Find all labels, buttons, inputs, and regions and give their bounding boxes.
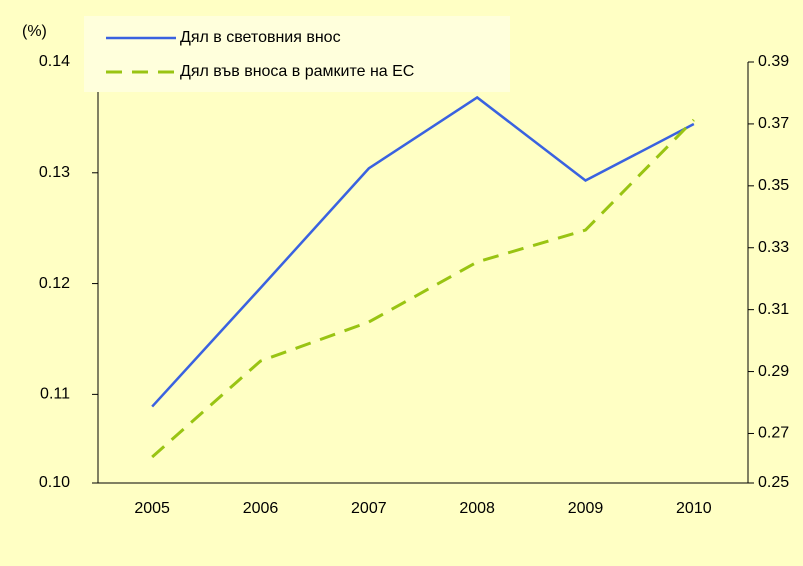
y2-tick-label: 0.33 <box>758 239 789 256</box>
legend-box <box>84 16 510 92</box>
y-tick-label: 0.11 <box>40 386 70 403</box>
x-tick-label: 2005 <box>134 500 170 517</box>
series-line <box>151 118 695 459</box>
legend-label: Дял в световния внос <box>180 29 341 46</box>
y2-tick-label: 0.35 <box>758 177 789 194</box>
y2-tick-label: 0.27 <box>758 425 789 442</box>
y2-tick-label: 0.39 <box>758 53 789 70</box>
x-tick-label: 2009 <box>568 500 604 517</box>
legend-label: Дял във вноса в рамките на ЕС <box>180 63 414 80</box>
y-tick-label: 0.13 <box>39 164 70 181</box>
y-axis-label: (%) <box>22 23 47 40</box>
y-tick-label: 0.12 <box>39 275 70 292</box>
y2-tick-label: 0.31 <box>758 301 789 318</box>
y-tick-label: 0.14 <box>39 53 70 70</box>
x-tick-label: 2006 <box>243 500 279 517</box>
x-tick-label: 2010 <box>676 500 712 517</box>
y2-tick-label: 0.37 <box>758 115 789 132</box>
y2-tick-label: 0.25 <box>758 474 789 491</box>
y-tick-label: 0.10 <box>39 474 70 491</box>
y2-tick-label: 0.29 <box>758 363 789 380</box>
x-tick-label: 2007 <box>351 500 387 517</box>
series-line <box>151 95 695 408</box>
x-tick-label: 2008 <box>459 500 495 517</box>
